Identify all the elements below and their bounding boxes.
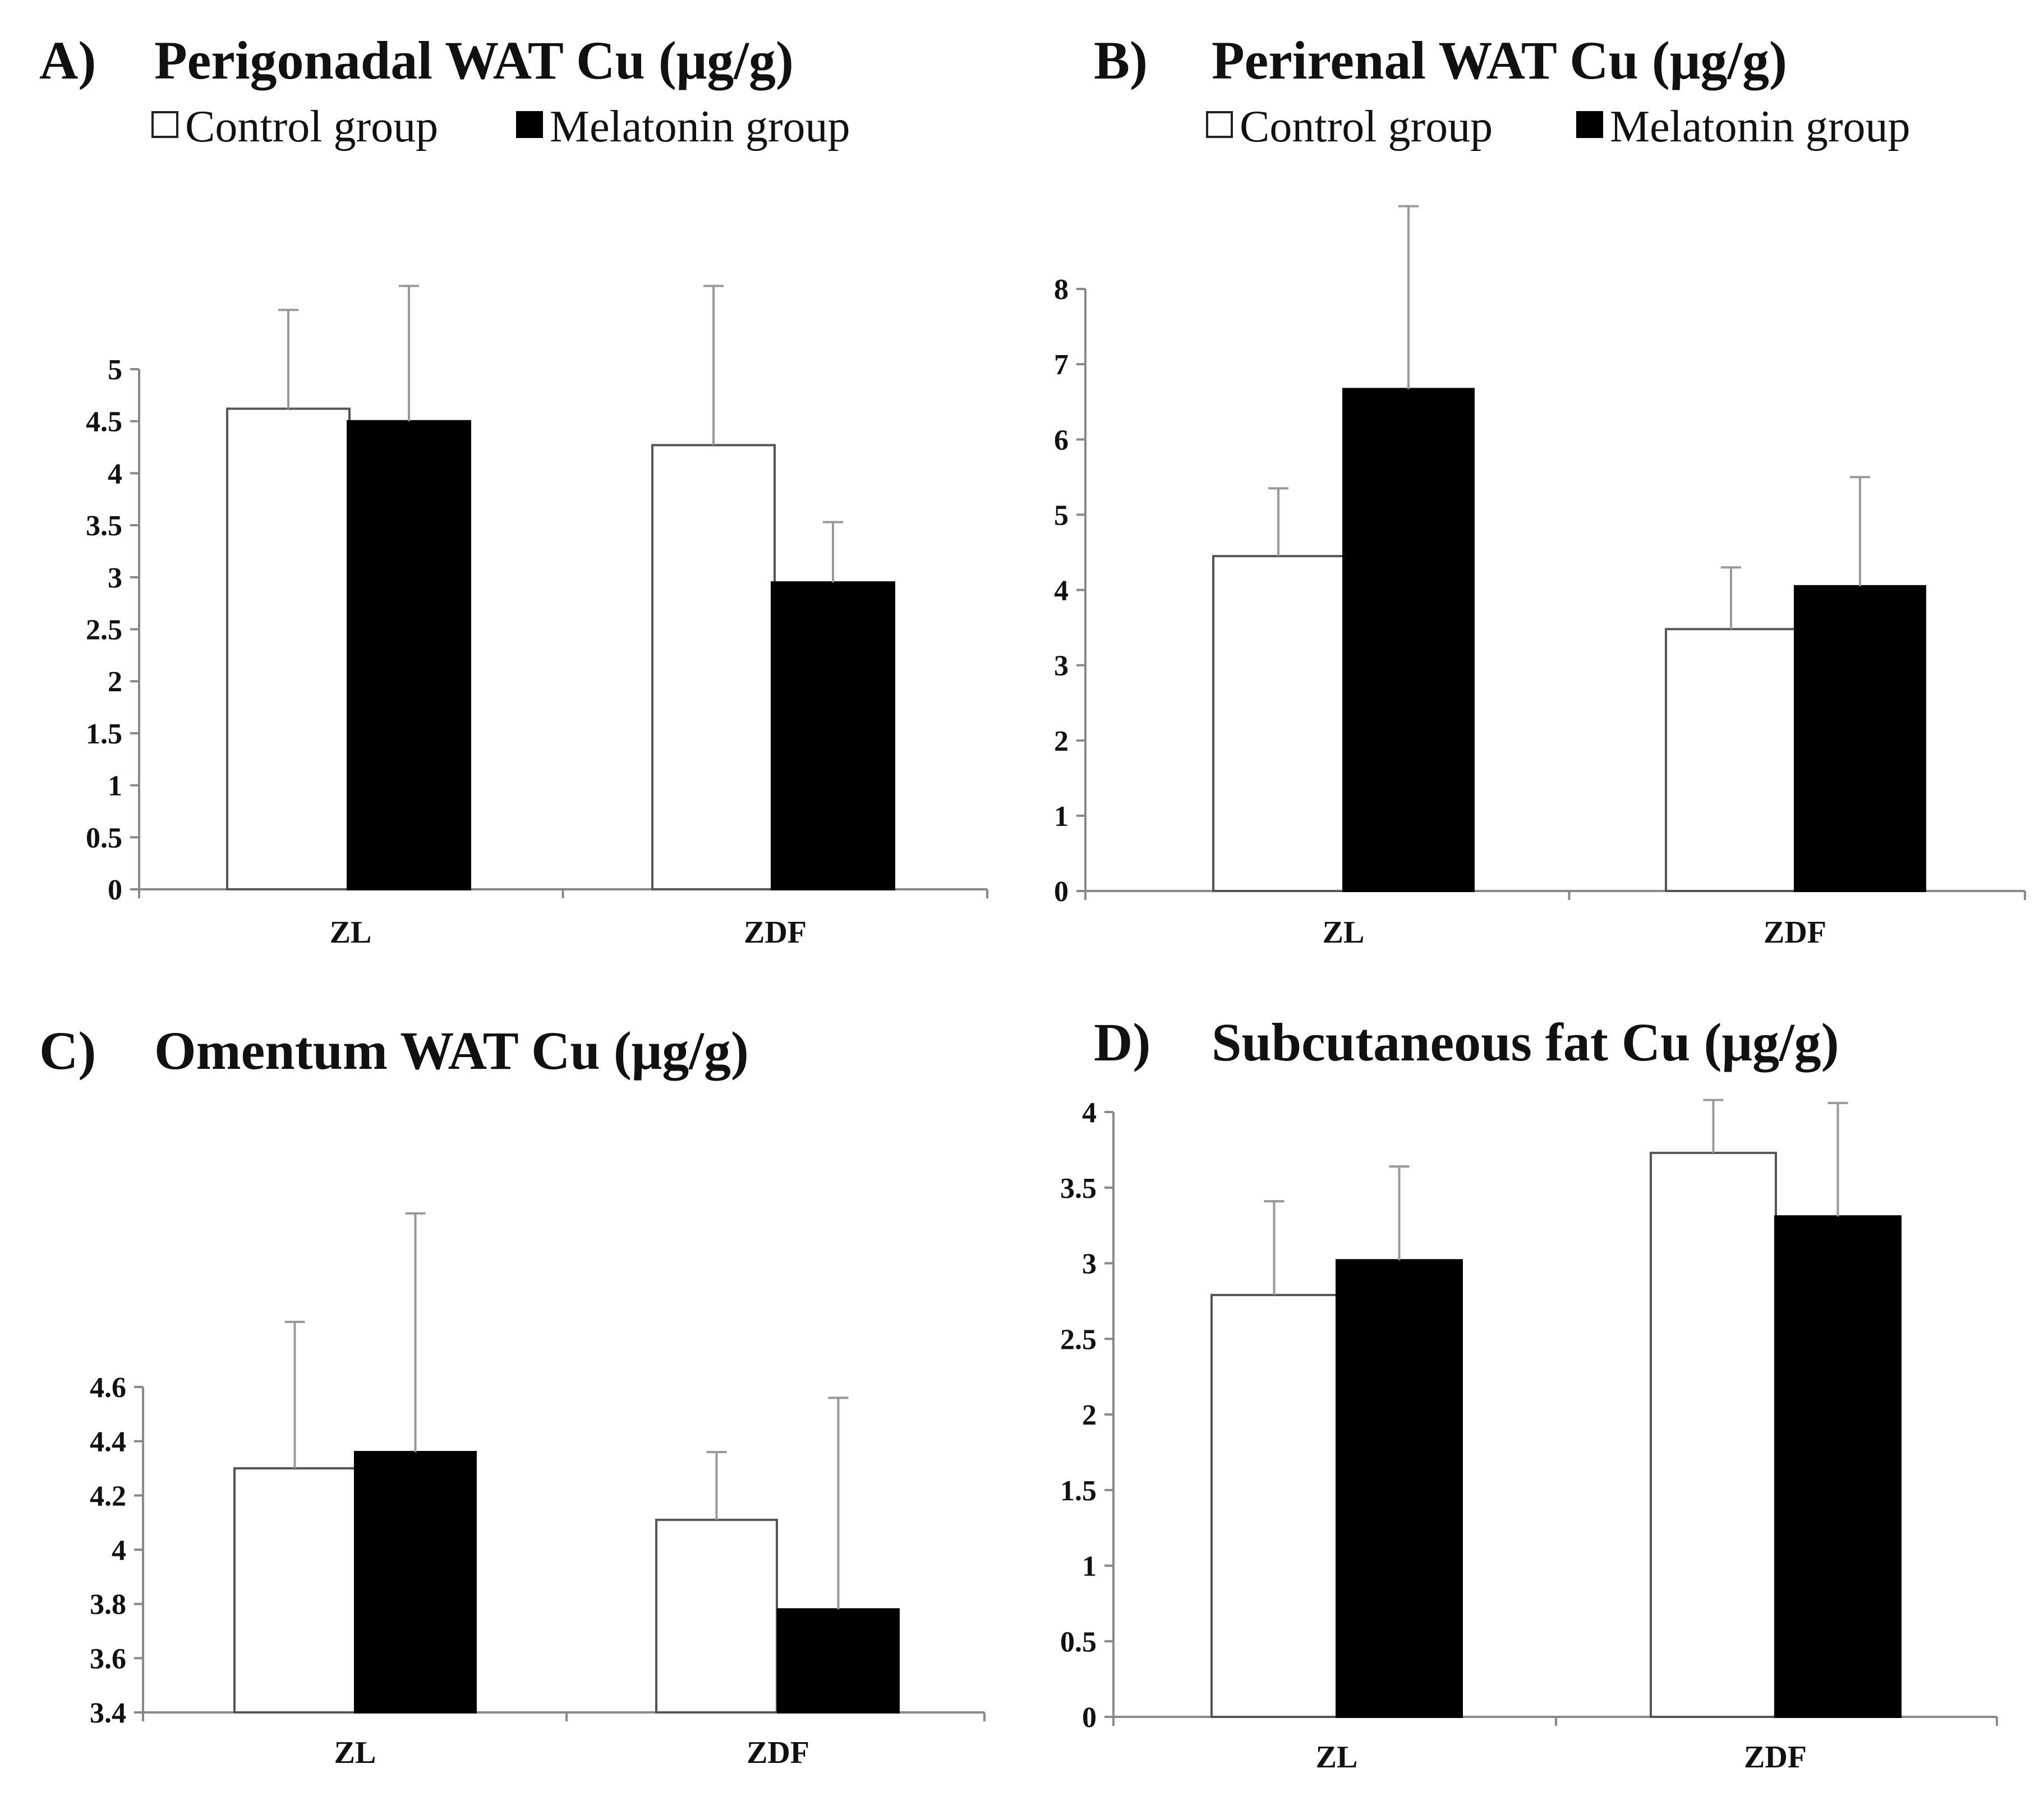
bar-zl-melatonin xyxy=(1342,388,1475,892)
y-tick-label: 4 xyxy=(1082,1097,1097,1129)
y-tick-label: 0 xyxy=(108,874,122,906)
y-tick-label: 0 xyxy=(1082,1702,1097,1734)
y-tick-label: 3.8 xyxy=(90,1589,126,1621)
y-tick-label: 2 xyxy=(108,666,122,698)
y-tick-label: 3 xyxy=(108,562,122,594)
y-tick-label: 2.5 xyxy=(1060,1324,1097,1356)
y-tick-label: 7 xyxy=(1054,349,1069,381)
bar-zdf-control xyxy=(1665,628,1797,892)
panel-letter: D) xyxy=(1094,1012,1150,1072)
y-tick-label: 4 xyxy=(1054,575,1069,607)
panel-title: Perigonadal WAT Cu (μg/g) xyxy=(154,30,794,90)
panel-d: D) Subcutaneous fat Cu (μg/g) 0 0.5 1 1.5 2 2.5… xyxy=(1060,1012,1998,1775)
bar-zl-control xyxy=(226,407,351,890)
category-label: ZL xyxy=(1323,915,1365,950)
y-tick-label: 4 xyxy=(108,458,122,490)
y-tick-label: 3 xyxy=(1054,650,1069,682)
y-tick-label: 0.5 xyxy=(86,822,122,854)
y-tick-label: 3 xyxy=(1082,1248,1097,1280)
y-tick-label: 4.5 xyxy=(86,406,122,438)
y-tick-label: 3.4 xyxy=(90,1697,126,1729)
bar-zl-melatonin xyxy=(1336,1259,1463,1719)
y-tick-label: 1.5 xyxy=(1060,1475,1097,1507)
panel-letter: C) xyxy=(39,1021,96,1081)
y-tick-label: 4.2 xyxy=(90,1480,126,1512)
y-tick-label: 1 xyxy=(1082,1551,1097,1583)
panel-title: Omentum WAT Cu (μg/g) xyxy=(154,1021,749,1081)
y-tick-label: 2 xyxy=(1082,1399,1097,1431)
legend-swatch-control xyxy=(151,111,178,138)
y-tick-label: 4 xyxy=(112,1535,126,1567)
panel-letter: A) xyxy=(39,30,96,90)
panel-title: Subcutaneous fat Cu (μg/g) xyxy=(1212,1012,1839,1072)
legend: Control group Melatonin group xyxy=(1206,102,1910,151)
category-label: ZDF xyxy=(747,1735,809,1770)
bar-zdf-melatonin xyxy=(1794,585,1926,892)
panel-a: A) Perigonadal WAT Cu (μg/g) Control group… xyxy=(39,30,988,950)
y-tick-label: 3.5 xyxy=(1060,1173,1097,1205)
legend-label-control: Control group xyxy=(185,102,438,151)
y-tick-label: 1 xyxy=(1054,801,1069,833)
category-label: ZL xyxy=(1316,1740,1358,1775)
y-tick-label: 3.5 xyxy=(86,510,122,542)
y-tick-label: 5 xyxy=(108,354,122,386)
panel-c: C) Omentum WAT Cu (μg/g) 3.4 3.6 3.8 4 4.2 4.4 4… xyxy=(39,1021,986,1770)
y-tick-label: 4.4 xyxy=(90,1426,126,1458)
panel-letter: B) xyxy=(1094,30,1148,90)
legend-swatch-melatonin xyxy=(516,111,543,138)
panel-title: Perirenal WAT Cu (μg/g) xyxy=(1212,30,1787,90)
y-tick-label: 3.6 xyxy=(90,1643,126,1675)
y-tick-label: 2.5 xyxy=(86,614,122,646)
y-tick-label: 0.5 xyxy=(1060,1626,1097,1658)
y-tick-label: 6 xyxy=(1054,424,1069,456)
bar-zl-melatonin xyxy=(347,420,471,890)
y-tick-label: 4.6 xyxy=(90,1372,126,1404)
category-label: ZDF xyxy=(1764,915,1826,950)
legend-label-control: Control group xyxy=(1240,102,1493,151)
category-label: ZL xyxy=(330,915,372,950)
category-label: ZDF xyxy=(744,915,807,950)
legend-swatch-melatonin xyxy=(1576,111,1603,138)
y-tick-label: 8 xyxy=(1054,274,1069,306)
category-label: ZDF xyxy=(1744,1740,1807,1775)
y-tick-label: 5 xyxy=(1054,499,1069,531)
bar-zl-control xyxy=(1212,555,1345,892)
y-tick-label: 1 xyxy=(108,770,122,802)
legend-label-melatonin: Melatonin group xyxy=(1610,102,1910,151)
bar-zl-control xyxy=(233,1467,356,1714)
legend: Control group Melatonin group xyxy=(151,102,850,151)
category-label: ZL xyxy=(334,1735,376,1770)
legend-swatch-control xyxy=(1206,111,1233,138)
y-tick-label: 2 xyxy=(1054,725,1069,757)
bar-zdf-control xyxy=(1650,1151,1777,1718)
bar-zl-control xyxy=(1210,1294,1338,1718)
bar-zdf-melatonin xyxy=(1774,1215,1902,1719)
bar-zdf-melatonin xyxy=(771,581,895,890)
y-tick-label: 1.5 xyxy=(86,718,122,750)
legend-label-melatonin: Melatonin group xyxy=(550,102,850,151)
bar-zdf-control xyxy=(655,1518,778,1714)
y-tick-label: 0 xyxy=(1054,876,1069,908)
panel-b: B) Perirenal WAT Cu (μg/g) Control group Me… xyxy=(1054,30,2026,950)
bar-zdf-control xyxy=(651,444,776,890)
bar-zdf-melatonin xyxy=(777,1608,900,1714)
bar-zl-melatonin xyxy=(354,1451,477,1714)
